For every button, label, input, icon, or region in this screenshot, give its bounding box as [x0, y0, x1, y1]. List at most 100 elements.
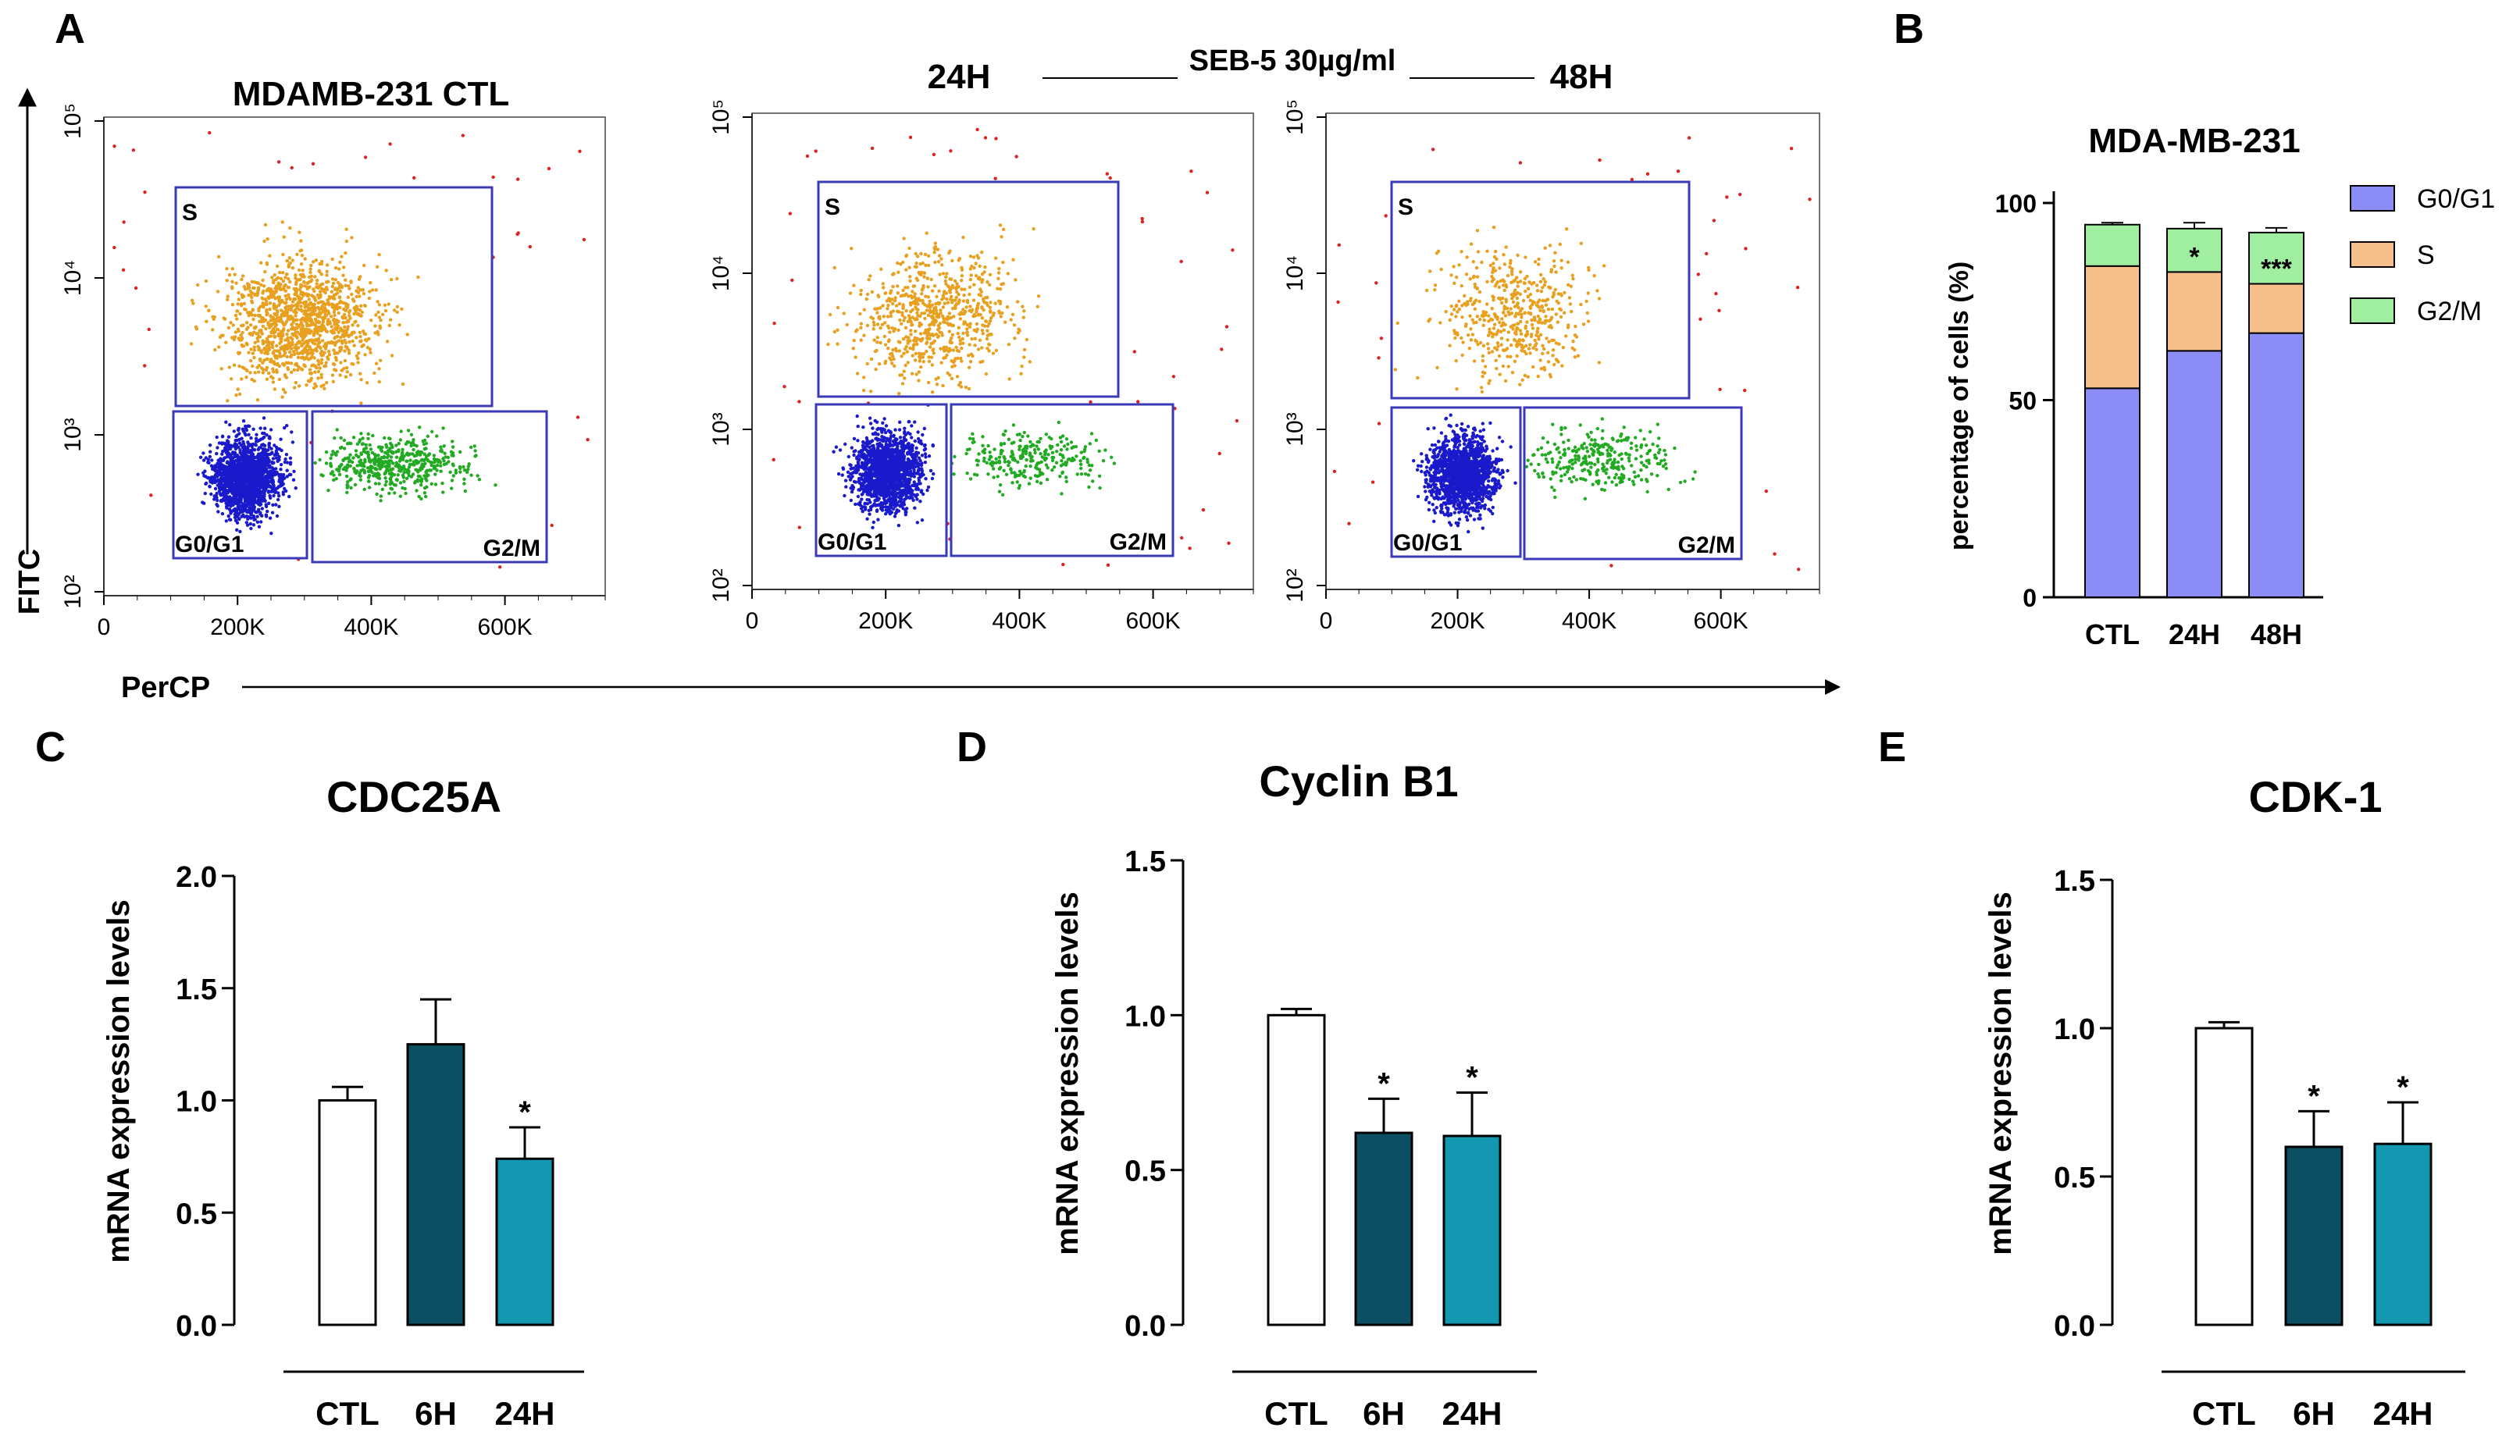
event-dot [311, 341, 315, 345]
event-dot [266, 295, 270, 299]
event-dot [244, 424, 248, 429]
flow-plot-axes [751, 113, 1253, 590]
event-dot [473, 454, 477, 458]
event-dot [338, 283, 342, 287]
event-dot [405, 440, 409, 444]
event-dot [220, 452, 224, 456]
event-dot [906, 487, 911, 491]
event-dot [274, 503, 278, 507]
event-dot [409, 441, 413, 445]
event-dot [209, 480, 213, 484]
event-dot [344, 283, 348, 287]
event-dot [376, 310, 380, 315]
event-dot [237, 428, 241, 433]
event-dot [362, 447, 366, 451]
event-dot [209, 450, 212, 454]
event-dot [914, 446, 918, 450]
event-dot [211, 328, 215, 332]
event-dot [236, 455, 240, 459]
event-dot [246, 440, 250, 444]
event-dot [333, 313, 337, 318]
event-dot [211, 467, 215, 471]
event-dot [294, 314, 298, 318]
event-dot [327, 311, 331, 315]
event-dot [242, 301, 246, 306]
event-dot [343, 465, 348, 469]
event-dot [377, 379, 381, 384]
event-dot [328, 340, 333, 345]
event-dot [893, 503, 896, 507]
event-dot [356, 357, 360, 361]
event-dot [313, 275, 317, 279]
event-dot [916, 430, 920, 434]
event-dot [920, 518, 925, 522]
event-dot [335, 334, 340, 339]
event-dot [263, 426, 267, 430]
event-dot [250, 301, 255, 304]
event-dot [308, 267, 312, 271]
event-dot [333, 278, 337, 282]
event-dot [368, 290, 372, 294]
event-dot [373, 457, 377, 461]
event-dot [348, 287, 351, 290]
event-dot [228, 447, 233, 451]
event-dot [189, 342, 194, 346]
event-dot [380, 487, 384, 491]
event-dot [349, 477, 353, 481]
event-dot [212, 479, 216, 482]
event-dot [905, 507, 909, 511]
event-dot [386, 449, 390, 453]
event-dot [389, 318, 393, 322]
event-dot [359, 304, 363, 308]
event-dot [344, 227, 348, 231]
event-dot [373, 324, 377, 328]
event-dot [220, 441, 224, 445]
event-dot [230, 477, 233, 482]
event-dot [295, 306, 299, 310]
event-dot [232, 429, 236, 433]
event-dot [925, 488, 929, 493]
event-dot [330, 470, 334, 474]
event-dot [401, 382, 405, 386]
event-dot [280, 220, 284, 224]
debris-dot [586, 438, 590, 442]
event-dot [929, 468, 933, 473]
event-dot [341, 321, 345, 325]
event-dot [395, 276, 399, 281]
event-dot [367, 456, 371, 460]
event-dot [320, 358, 324, 361]
event-dot [352, 344, 356, 347]
event-dot [348, 464, 352, 468]
event-dot [298, 384, 301, 388]
event-dot [902, 454, 907, 458]
event-dot [258, 458, 263, 462]
event-dot [271, 457, 276, 461]
event-dot [276, 447, 280, 450]
event-dot [241, 365, 244, 369]
event-dot [221, 497, 226, 501]
event-dot [259, 520, 263, 524]
event-dot [247, 458, 251, 463]
event-dot [374, 313, 378, 317]
debris-dot [491, 175, 495, 180]
event-dot [281, 361, 285, 366]
event-dot [340, 339, 344, 344]
event-dot [404, 491, 408, 496]
event-dot [378, 324, 382, 328]
event-dot [910, 436, 914, 440]
event-dot [314, 384, 319, 388]
event-dot [222, 456, 226, 461]
event-dot [896, 509, 901, 513]
event-dot [871, 520, 876, 525]
event-dot [379, 319, 383, 322]
event-dot [361, 436, 365, 440]
event-dot [385, 461, 389, 465]
event-dot [301, 269, 305, 272]
event-dot [893, 468, 897, 472]
event-dot [253, 482, 257, 486]
event-dot [237, 351, 241, 356]
event-dot [394, 443, 398, 447]
event-dot [422, 438, 427, 443]
event-dot [313, 317, 318, 322]
